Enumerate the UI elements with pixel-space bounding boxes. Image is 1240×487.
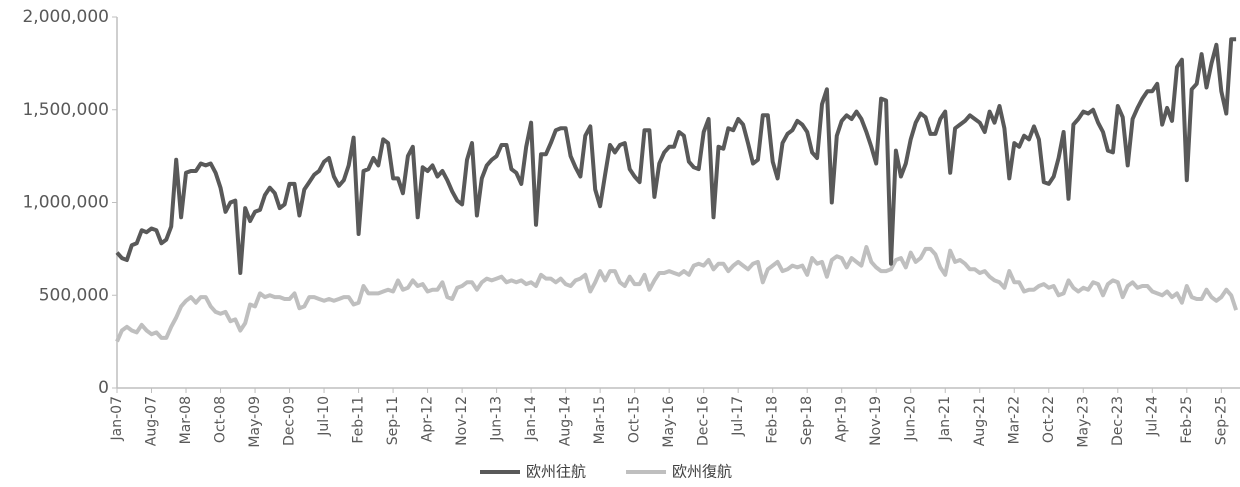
x-tick-label: Mar-08 [178, 396, 194, 444]
y-tick-label: 2,000,000 [22, 7, 109, 27]
x-tick-label: Dec-23 [1110, 396, 1126, 446]
x-tick-label: Feb-11 [351, 396, 367, 444]
x-tick-label: Jan-21 [937, 396, 953, 441]
x-tick-label: Feb-25 [1179, 396, 1195, 444]
y-tick-label: 500,000 [39, 285, 109, 305]
x-tick-label: Mar-15 [592, 396, 608, 444]
x-tick-label: Oct-15 [627, 396, 643, 443]
x-tick-label: Apr-19 [834, 396, 850, 442]
x-tick-label: Dec-16 [696, 396, 712, 446]
y-tick-label: 1,000,000 [22, 193, 109, 213]
legend-label: 欧州復航 [672, 463, 732, 481]
x-tick-label: Nov-12 [454, 396, 470, 446]
x-tick-label: Aug-14 [558, 396, 574, 446]
x-tick-label: Jan-14 [523, 396, 539, 442]
series-line [115, 245, 1238, 343]
x-tick-label: Oct-22 [1041, 396, 1057, 443]
x-tick-label: May-09 [247, 396, 263, 448]
x-tick-label: Aug-21 [972, 396, 988, 446]
x-tick-label: Jun-20 [903, 396, 919, 442]
x-tick-label: Sep-11 [385, 396, 401, 445]
x-tick-label: Jul-10 [316, 396, 332, 437]
x-tick-label: Dec-09 [282, 396, 298, 446]
x-tick-label: Apr-12 [420, 396, 436, 442]
x-tick-label: Sep-18 [799, 396, 815, 445]
legend-label: 欧州往航 [526, 463, 586, 481]
x-tick-label: Jul-24 [1144, 396, 1160, 437]
x-tick-label: Oct-08 [213, 396, 229, 443]
x-tick-label: May-23 [1075, 396, 1091, 448]
x-tick-label: Jun-13 [489, 396, 505, 442]
x-tick-label: Sep-25 [1213, 396, 1229, 445]
y-tick-label: 0 [98, 378, 109, 398]
x-tick-label: Jul-17 [730, 396, 746, 437]
x-tick-label: Mar-22 [1006, 396, 1022, 444]
x-tick-label: May-16 [661, 396, 677, 448]
x-tick-label: Feb-18 [765, 396, 781, 444]
x-tick-label: Jan-07 [109, 396, 125, 441]
y-tick-label: 1,500,000 [22, 100, 109, 120]
series-line [115, 37, 1237, 275]
x-tick-label: Nov-19 [868, 396, 884, 446]
x-tick-label: Aug-07 [144, 396, 160, 446]
